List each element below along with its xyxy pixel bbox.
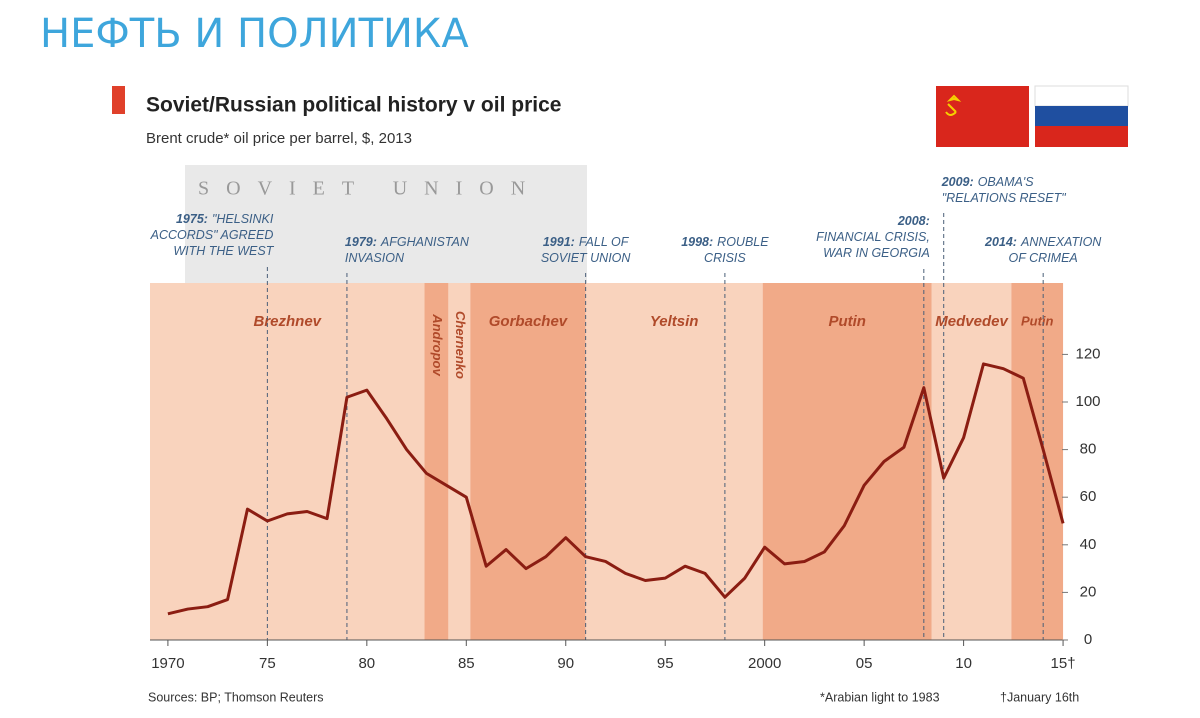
- slide-title: НЕФТЬ И ПОЛИТИКА: [40, 11, 469, 57]
- period-band: [150, 283, 425, 640]
- period-band: [448, 283, 471, 640]
- period-band: [424, 283, 449, 640]
- period-label: Medvedev: [935, 313, 1009, 330]
- period-label: Putin: [828, 313, 866, 330]
- x-tick-label: 15†: [1051, 655, 1076, 672]
- soviet-era-band: [185, 165, 587, 283]
- event-text: invasion: [345, 251, 405, 265]
- y-tick-label: 40: [1080, 536, 1097, 553]
- plot: Brezhnev Andropov Chernenko Gorbachev Yeltsi…: [150, 175, 1103, 672]
- event-year: 1991:: [543, 235, 575, 249]
- flag-ussr: [936, 86, 1029, 147]
- y-tick-label: 120: [1075, 345, 1100, 362]
- y-tick-label: 80: [1080, 441, 1097, 458]
- event-annotation: 1998: Rouble crisis: [681, 235, 769, 265]
- sources: Sources: BP; Thomson Reuters: [148, 690, 324, 704]
- period-band: [1011, 283, 1064, 640]
- x-tick-label: 80: [358, 655, 375, 672]
- event-year: 2009:: [941, 175, 974, 189]
- period-label: Gorbachev: [489, 313, 569, 330]
- period-label: Chernenko: [453, 311, 468, 379]
- event-text: Obama's: [978, 175, 1035, 189]
- event-text: Soviet Union: [541, 251, 632, 265]
- period-band: [762, 283, 932, 640]
- x-tick-label: 05: [856, 655, 873, 672]
- event-annotation: 1975: "Helsinki accords" agreed with the we…: [150, 212, 275, 258]
- event-year: 2008:: [897, 214, 930, 228]
- event-text: Afghanistan: [380, 235, 470, 249]
- chart-title: Soviet/Russian political history v oil p…: [146, 94, 561, 117]
- event-text: Annexation: [1020, 235, 1102, 249]
- period-label: Andropov: [430, 313, 445, 376]
- event-year: 1975:: [176, 212, 208, 226]
- period-label: Brezhnev: [253, 313, 322, 330]
- event-annotation: 2008: Financial crisis, war in Georgia: [816, 214, 930, 260]
- event-year: 1979:: [345, 235, 377, 249]
- price-line: [167, 362, 1065, 616]
- footnote: †January 16th: [1000, 690, 1079, 704]
- event-text: "relations reset": [942, 191, 1067, 205]
- event-text: of Crimea: [1009, 251, 1078, 265]
- event-text: war in Georgia: [823, 246, 930, 260]
- period-band: [585, 283, 763, 640]
- event-year: 1998:: [681, 235, 713, 249]
- event-annotation: 1979: Afghanistan invasion: [345, 235, 470, 265]
- period-band: [931, 283, 1012, 640]
- period-label: Putin: [1021, 313, 1054, 328]
- event-text: Financial crisis,: [816, 230, 930, 244]
- y-tick-label: 60: [1080, 488, 1097, 505]
- event-annotation: 2009: Obama's "relations reset": [941, 175, 1067, 205]
- event-text: with the west: [173, 244, 274, 258]
- y-tick-label: 20: [1080, 583, 1097, 600]
- title-marker: [112, 86, 125, 114]
- x-tick-label: 2000: [748, 655, 781, 672]
- x-tick-label: 95: [657, 655, 674, 672]
- x-tick-label: 85: [458, 655, 475, 672]
- event-year: 2014:: [984, 235, 1017, 249]
- event-text: accords" agreed: [150, 228, 274, 242]
- x-tick-label: 90: [557, 655, 574, 672]
- event-text: Rouble: [717, 235, 769, 249]
- x-tick-label: 75: [259, 655, 276, 672]
- y-tick-label: 0: [1084, 631, 1092, 648]
- footnote: *Arabian light to 1983: [820, 690, 940, 704]
- era-label: SOVIET UNION: [198, 178, 542, 200]
- event-text: crisis: [704, 251, 746, 265]
- x-tick-label: 1970: [151, 655, 184, 672]
- event-annotation: 2014: Annexation of Crimea: [984, 235, 1102, 265]
- y-tick-label: 100: [1075, 393, 1100, 410]
- x-tick-label: 10: [955, 655, 972, 672]
- flag-russia: [1034, 85, 1129, 147]
- chart-subtitle: Brent crude* oil price per barrel, $, 20…: [146, 130, 412, 147]
- event-text: Fall of: [579, 235, 630, 249]
- event-annotation: 1991: Fall of Soviet Union: [541, 235, 632, 265]
- period-label: Yeltsin: [650, 313, 699, 330]
- period-band: [470, 283, 586, 640]
- event-text: "Helsinki: [212, 212, 274, 226]
